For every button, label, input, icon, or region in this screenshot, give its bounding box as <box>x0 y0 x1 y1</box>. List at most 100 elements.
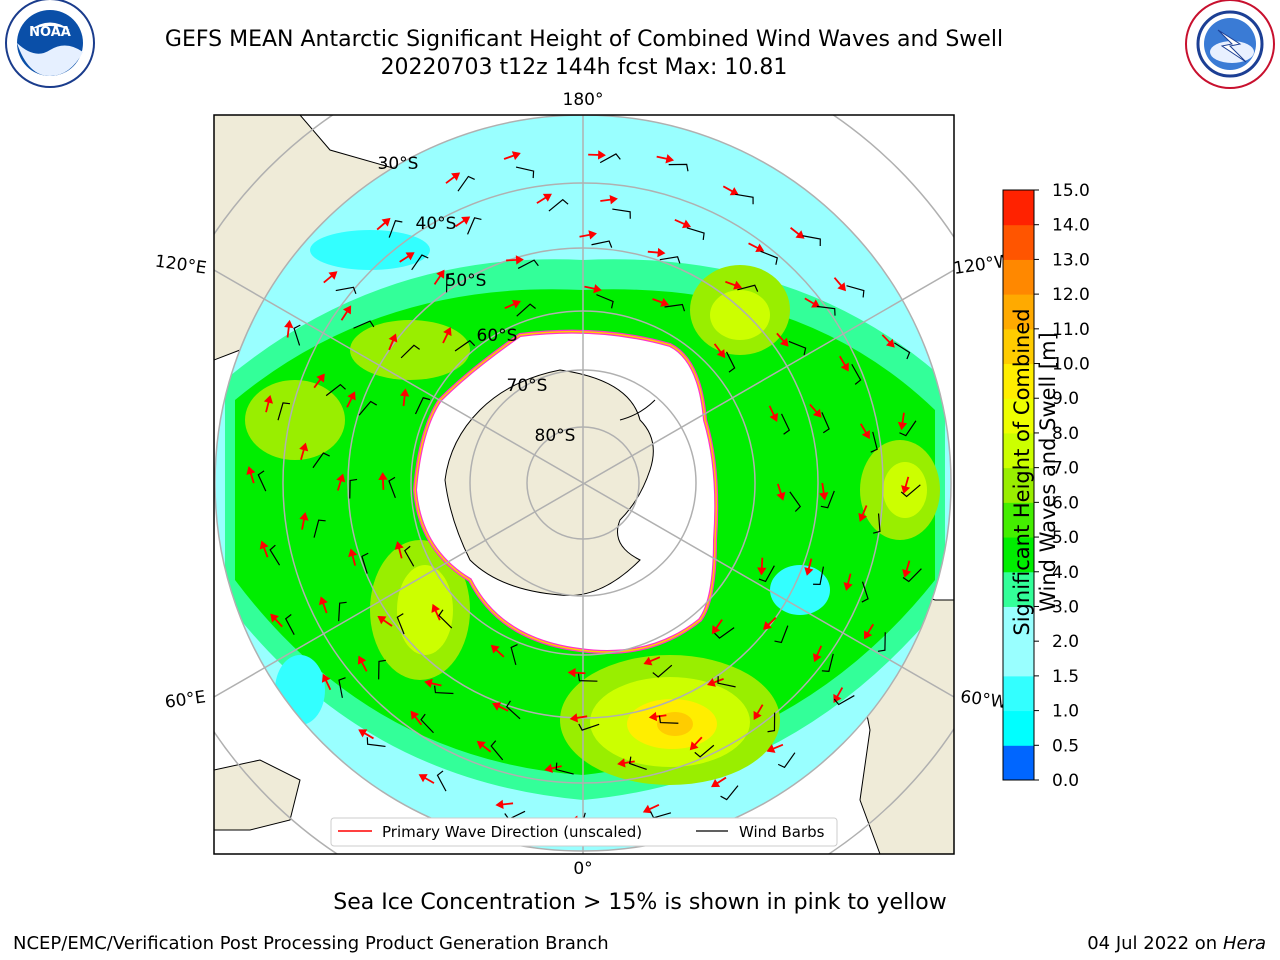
wind-barb <box>515 166 535 179</box>
wave-arrow-head <box>495 799 504 810</box>
wave-arrow-head <box>490 644 500 654</box>
wind-barb <box>517 259 539 269</box>
wave-arrow-head <box>648 711 658 722</box>
colorbar-segment <box>1003 641 1034 677</box>
colorbar-tick-label: 12.0 <box>1052 285 1090 305</box>
wind-barb <box>388 220 403 238</box>
wind-barb <box>596 294 614 309</box>
wave-arrow-head <box>776 491 786 501</box>
wave-arrow-head <box>436 269 445 279</box>
wind-barbs <box>257 153 922 828</box>
wind-barb <box>777 752 796 769</box>
colorbar-border <box>1002 189 1035 781</box>
wind-barb <box>505 700 521 720</box>
wind-barb <box>577 673 598 682</box>
colorbar-tick-label: 2.0 <box>1052 632 1079 652</box>
map-frame <box>213 114 955 855</box>
wind-barb <box>411 254 429 271</box>
wave-arrow-head <box>766 744 776 753</box>
wave-arrow-head <box>405 252 415 261</box>
wave-arrow-head <box>270 613 279 623</box>
wave-arrow-head <box>811 299 821 308</box>
lat-label-70s: 70°S <box>507 376 548 396</box>
colorbar-tick-label: 9.0 <box>1052 389 1079 409</box>
wind-barb <box>454 339 476 352</box>
wave-arrow-head <box>336 473 346 483</box>
wind-barb <box>353 320 375 329</box>
wave-arrow-head <box>901 485 911 494</box>
lon-label-120e: 120°E <box>154 252 208 279</box>
colorbar-segment <box>1003 294 1034 330</box>
lat-label-30s: 30°S <box>378 154 419 174</box>
wind-barb <box>338 677 346 698</box>
wind-barb <box>668 163 689 172</box>
wave-arrow-head <box>443 327 452 337</box>
wind-barb <box>894 342 911 360</box>
wave-arrow-head <box>682 219 692 229</box>
wind-barb <box>284 614 295 635</box>
wave-arrow-head <box>706 677 716 687</box>
wave-arrow-head <box>263 394 274 404</box>
wind-barb <box>720 785 739 801</box>
wave-arrow-head <box>840 362 849 372</box>
wave-direction-arrows <box>246 150 912 825</box>
wind-barb <box>851 363 862 385</box>
footer-credit: NCEP/EMC/Verification Post Processing Pr… <box>13 933 609 954</box>
wind-barb <box>833 695 855 706</box>
wave-arrow-head <box>492 702 502 711</box>
wind-barb <box>438 609 453 629</box>
wave-arrow-head <box>757 567 767 576</box>
wind-barb <box>629 756 647 770</box>
wind-barb <box>516 303 536 317</box>
wind-barb <box>335 286 357 295</box>
wind-barb <box>349 478 358 499</box>
wave-arrow-head <box>316 373 325 383</box>
colorbar-tick-label: 6.0 <box>1052 493 1079 513</box>
wave-arrow-head <box>381 217 391 227</box>
wind-barb <box>821 412 830 434</box>
wind-barb <box>714 627 735 639</box>
wave-arrow-head <box>299 512 309 521</box>
wind-barb <box>780 413 791 435</box>
wave-arrow-head <box>284 319 294 329</box>
wave-arrow-head <box>779 337 789 347</box>
wind-barb <box>846 285 865 298</box>
colorbar-tick-label: 10.0 <box>1052 355 1090 375</box>
wave-arrow-head <box>897 421 908 431</box>
footer-host: Hera <box>1222 933 1266 954</box>
wind-barb <box>591 240 613 248</box>
wind-barb <box>457 175 475 192</box>
wave-arrow-head <box>476 740 486 750</box>
wind-barb <box>555 762 574 775</box>
colorbar-segment <box>1003 606 1034 642</box>
sea-ice-caption: Sea Ice Concentration > 15% is shown in … <box>333 890 947 915</box>
wave-arrow-head <box>347 391 356 401</box>
wind-barb <box>612 208 631 219</box>
wave-arrow-head <box>318 596 328 606</box>
wind-barb <box>269 544 281 566</box>
wave-arrow-head <box>753 710 762 720</box>
wind-barb <box>312 452 330 469</box>
wind-barb <box>414 397 431 415</box>
colorbar-segment <box>1003 467 1034 503</box>
wind-barb <box>821 653 834 672</box>
colorbar-segment <box>1003 571 1034 607</box>
wind-barb <box>658 715 679 724</box>
wind-barb <box>366 737 386 748</box>
lon-label-60w: 60°W <box>959 687 1008 713</box>
wave-arrow-head <box>609 195 618 205</box>
footer-date: 04 Jul 2022 on Hera <box>1087 933 1266 954</box>
wave-arrow-head <box>593 284 602 294</box>
wave-arrow-head <box>321 673 331 683</box>
wind-barb <box>578 723 600 731</box>
wave-arrow-head <box>358 729 368 738</box>
wind-barb <box>820 490 835 509</box>
wind-barb <box>490 740 504 761</box>
colorbar-tick-label: 13.0 <box>1052 250 1090 270</box>
wave-arrow-head <box>597 150 606 160</box>
wave-arrow-head <box>348 548 358 558</box>
colorbar-title: Significant Height of Combined Wind Wave… <box>1009 282 1061 662</box>
wind-barb <box>313 519 326 538</box>
wave-arrow-head <box>418 774 428 783</box>
wind-barb <box>870 431 878 453</box>
